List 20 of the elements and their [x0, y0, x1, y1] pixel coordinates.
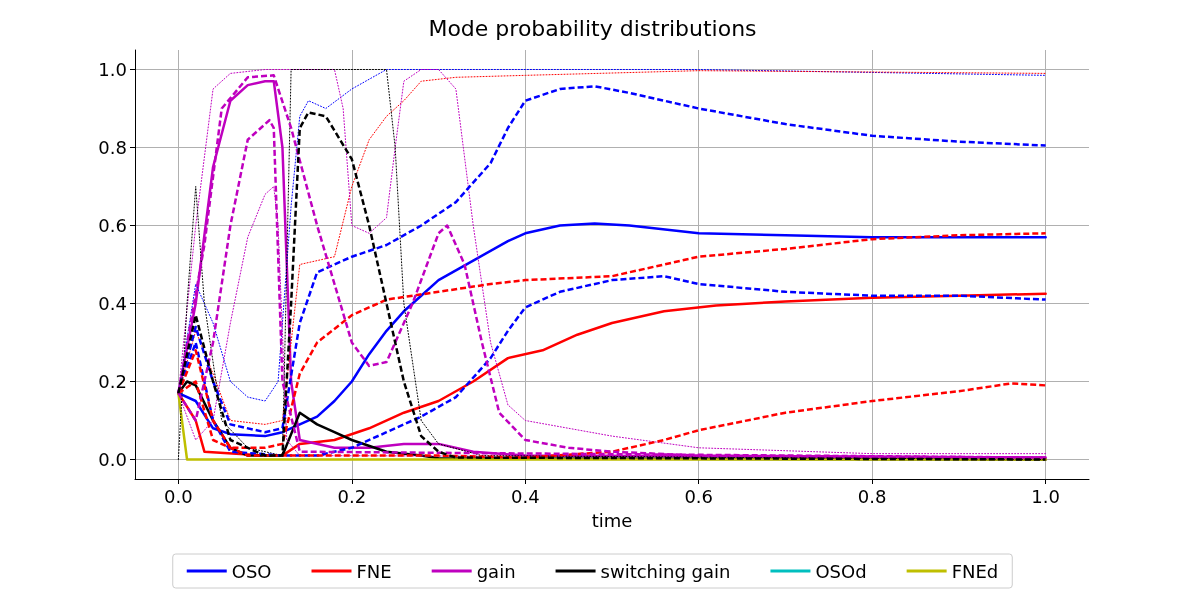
legend-label: FNE [356, 560, 392, 582]
legend-label: OSO [231, 560, 272, 582]
y-tick-label: 0.6 [98, 215, 127, 236]
y-tick-label: 1.0 [98, 59, 127, 80]
x-tick-label: 0.4 [510, 485, 540, 507]
x-tick-label: 0.8 [857, 485, 887, 507]
y-tick-label: 0.2 [98, 371, 127, 392]
y-tick-label: 0.8 [98, 137, 127, 158]
x-tick-label: 0.0 [164, 485, 193, 507]
legend-label: OSOd [815, 560, 867, 582]
legend-label: switching gain [600, 560, 731, 582]
y-tick-label: 0.4 [98, 293, 127, 314]
x-tick-label: 0.2 [337, 485, 367, 507]
x-axis-title: time [591, 509, 633, 531]
x-tick-label: 1.0 [1031, 485, 1060, 507]
legend-label: gain [476, 560, 516, 582]
chart-title: Mode probability distributions [428, 15, 757, 41]
legend-label: FNEd [951, 560, 999, 582]
y-tick-label: 0.0 [98, 449, 127, 470]
x-tick-label: 0.6 [684, 485, 714, 507]
